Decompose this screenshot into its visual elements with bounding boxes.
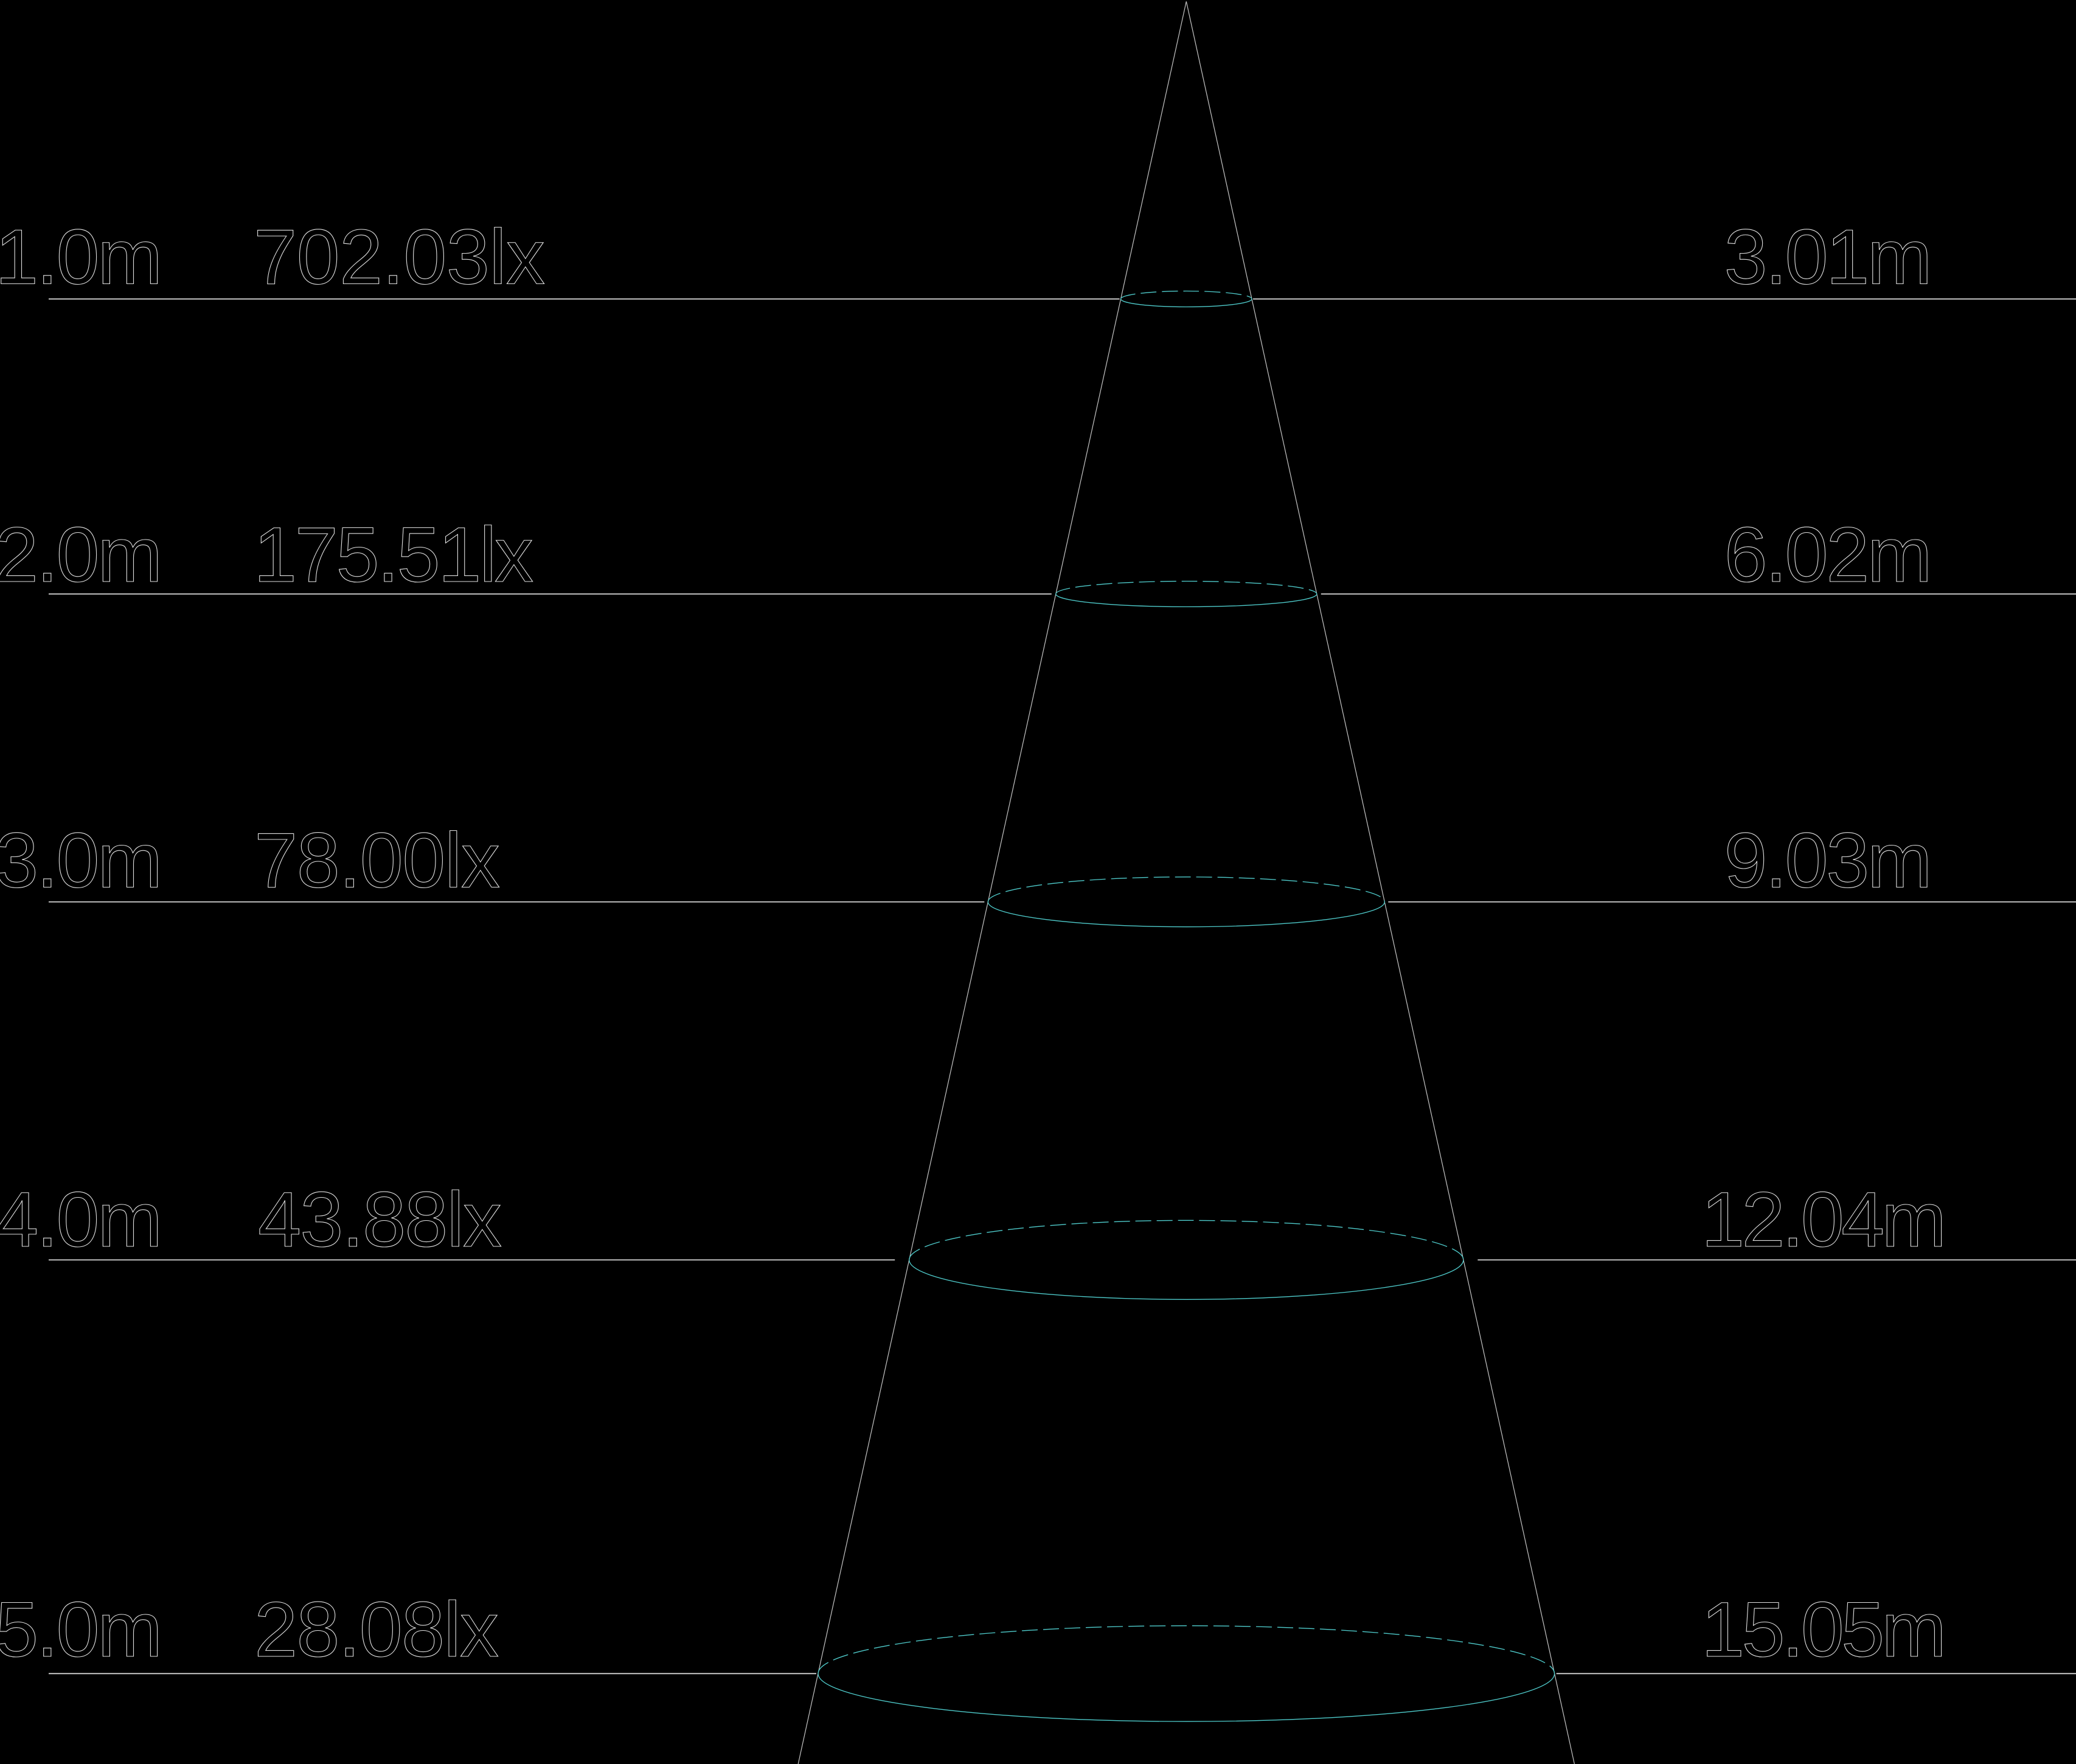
svg-text:78.00lx: 78.00lx <box>254 818 500 905</box>
svg-text:175.51lx: 175.51lx <box>254 512 533 599</box>
svg-text:5.0m: 5.0m <box>0 1586 162 1673</box>
svg-text:3.0m: 3.0m <box>0 818 162 905</box>
svg-text:6.02m: 6.02m <box>1724 512 1932 599</box>
svg-text:2.0m: 2.0m <box>0 512 162 599</box>
svg-text:702.03lx: 702.03lx <box>254 214 545 301</box>
svg-text:9.03m: 9.03m <box>1724 818 1932 905</box>
svg-text:28.08lx: 28.08lx <box>254 1586 499 1673</box>
svg-text:43.88lx: 43.88lx <box>258 1176 502 1263</box>
svg-text:4.0m: 4.0m <box>0 1176 162 1263</box>
svg-text:12.04m: 12.04m <box>1701 1176 1946 1263</box>
svg-text:3.01m: 3.01m <box>1724 214 1932 301</box>
svg-text:15.05m: 15.05m <box>1701 1586 1946 1673</box>
svg-text:1.0m: 1.0m <box>0 214 162 301</box>
